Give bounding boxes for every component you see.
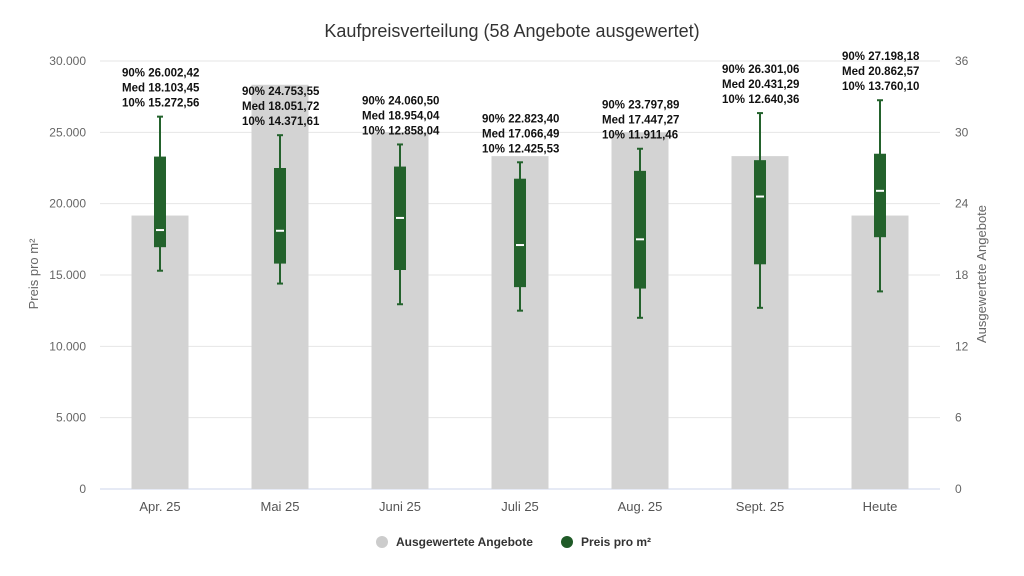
price-boxplot[interactable] (754, 112, 766, 309)
left-axis-ticks: 0 5.000 10.000 15.000 20.000 25.000 30.000 (49, 54, 86, 496)
annotation-line: Med 18.103,45 (122, 83, 200, 95)
x-tick-label: Mai 25 (260, 499, 299, 514)
annotation-line: 10% 15.272,56 (122, 98, 199, 110)
price-boxplot[interactable] (394, 143, 406, 306)
boxplot-box (514, 178, 526, 288)
annotation-line: 90% 22.823,40 (482, 113, 559, 125)
price-boxplot[interactable] (274, 134, 286, 285)
annotation-line: 10% 12.425,53 (482, 143, 559, 155)
annotation-line: 10% 13.760,10 (842, 81, 919, 93)
x-tick-label: Juni 25 (379, 499, 421, 514)
right-axis-ticks: 0 6 12 18 24 30 36 (955, 54, 969, 496)
x-tick-label: Sept. 25 (736, 499, 784, 514)
legend-marker-offers (376, 536, 388, 548)
right-axis-title: Ausgewertete Angebote (974, 205, 989, 343)
price-boxplot[interactable] (514, 161, 526, 312)
annotation-line: 10% 12.858,04 (362, 125, 440, 137)
legend: Ausgewertete Angebote Preis pro m² (376, 535, 651, 549)
annotation-labels: 90% 26.002,42 Med 18.103,45 10% 15.272,56 9… (122, 51, 920, 155)
annotation-line: 90% 24.753,55 (242, 86, 320, 98)
x-axis-ticks: Apr. 25 Mai 25 Juni 25 Juli 25 Aug. 25 Sept. … (139, 499, 897, 514)
boxplot-box (274, 168, 286, 264)
x-tick-label: Juli 25 (501, 499, 539, 514)
x-tick-label: Heute (863, 499, 898, 514)
annotation-line: 90% 26.002,42 (122, 68, 199, 80)
right-tick-label: 6 (955, 411, 962, 425)
annotation-line: Med 20.862,57 (842, 66, 919, 78)
right-tick-label: 30 (955, 125, 969, 139)
right-tick-label: 36 (955, 54, 969, 68)
annotation-line: 90% 23.797,89 (602, 100, 679, 112)
left-tick-label: 10.000 (49, 339, 86, 353)
legend-item-offers[interactable]: Ausgewertete Angebote (376, 535, 533, 549)
right-tick-label: 12 (955, 339, 969, 353)
annotation-line: 90% 27.198,18 (842, 51, 920, 63)
boxplot-box (154, 156, 166, 248)
left-tick-label: 5.000 (56, 411, 86, 425)
annotation-line: 90% 24.060,50 (362, 95, 439, 107)
price-boxplot[interactable] (634, 147, 646, 319)
right-tick-label: 0 (955, 482, 962, 496)
left-axis-title: Preis pro m² (26, 238, 41, 309)
legend-item-price[interactable]: Preis pro m² (561, 535, 651, 549)
right-tick-label: 18 (955, 268, 969, 282)
legend-marker-price (561, 536, 573, 548)
boxplot-box (874, 153, 886, 238)
left-tick-label: 25.000 (49, 125, 86, 139)
price-boxplot[interactable] (154, 115, 166, 272)
price-boxplots (154, 99, 886, 319)
annotation-line: Med 17.447,27 (602, 115, 679, 127)
left-tick-label: 20.000 (49, 197, 86, 211)
annotation-line: Med 20.431,29 (722, 79, 799, 91)
left-tick-label: 0 (79, 482, 86, 496)
annotation-line: 10% 11.911,46 (602, 130, 678, 142)
chart-title: Kaufpreisverteilung (58 Angebote ausgewe… (324, 21, 699, 41)
left-tick-label: 15.000 (49, 268, 86, 282)
x-tick-label: Aug. 25 (618, 499, 663, 514)
annotation-line: 10% 14.371,61 (242, 116, 320, 128)
right-tick-label: 24 (955, 197, 969, 211)
legend-label-price: Preis pro m² (581, 535, 651, 549)
x-tick-label: Apr. 25 (139, 499, 180, 514)
left-tick-label: 30.000 (49, 54, 86, 68)
price-boxplot[interactable] (874, 99, 886, 293)
annotation-line: Med 18.954,04 (362, 110, 440, 122)
annotation-line: Med 17.066,49 (482, 128, 559, 140)
annotation-line: Med 18.051,72 (242, 101, 319, 113)
annotation-line: 10% 12.640,36 (722, 94, 799, 106)
annotation-line: 90% 26.301,06 (722, 64, 799, 76)
boxplot-box (754, 160, 766, 265)
legend-label-offers: Ausgewertete Angebote (396, 535, 533, 549)
boxplot-box (634, 170, 646, 289)
